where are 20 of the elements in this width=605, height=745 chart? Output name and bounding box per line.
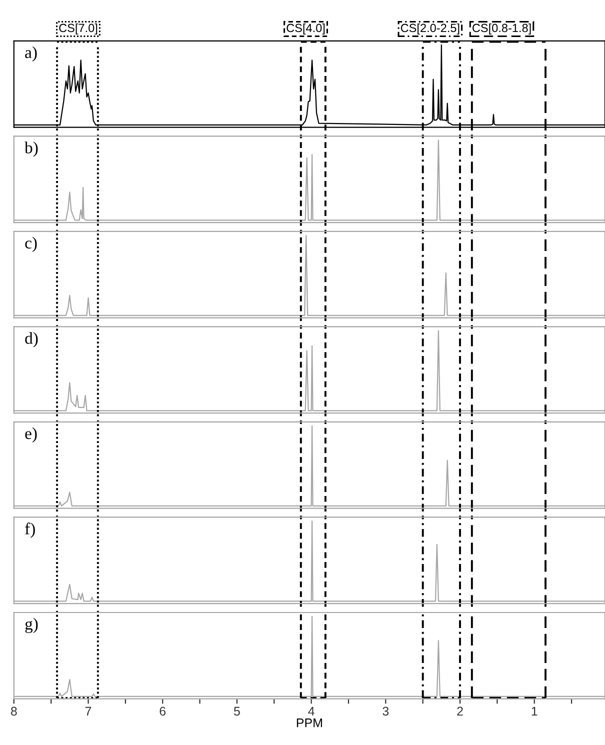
- x-tick-label: 7: [85, 706, 92, 716]
- chart-title: e): [25, 427, 37, 442]
- text: CS[7.0]: [59, 23, 98, 34]
- chart-title: b): [24, 142, 38, 157]
- chart-title: g): [25, 618, 38, 634]
- x-tick-label: 3: [382, 706, 389, 716]
- chart-title: f): [25, 522, 35, 538]
- text: CS[2.0-2.5]: [400, 23, 460, 34]
- text: CS[0.8-1.8]: [472, 23, 531, 34]
- x-tick-label: 5: [234, 706, 240, 716]
- text: CS[4.0]: [286, 23, 325, 34]
- chart-title: a): [25, 46, 37, 62]
- chart-title: d): [25, 332, 38, 348]
- chart-title: c): [25, 236, 37, 252]
- x-axis-title: PPM: [296, 718, 322, 728]
- x-tick-label: 1: [532, 706, 538, 716]
- x-tick-label: 8: [10, 706, 17, 716]
- x-tick-label: 4: [308, 706, 314, 716]
- x-tick-label: 2: [457, 706, 463, 716]
- x-tick-label: 6: [160, 706, 166, 716]
